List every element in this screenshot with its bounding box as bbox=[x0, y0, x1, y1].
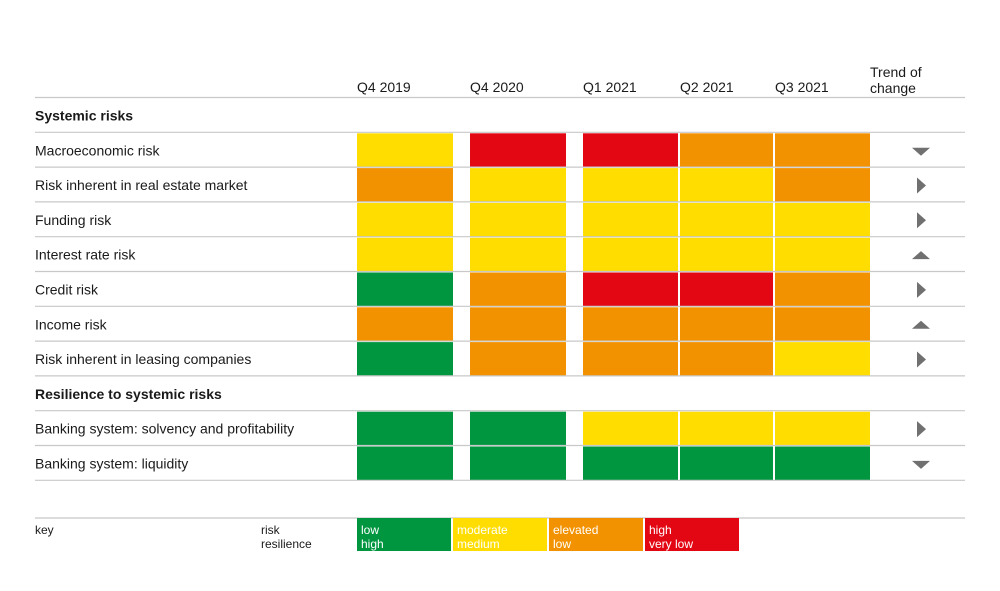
heatmap-cell bbox=[680, 307, 773, 342]
section-title: Resilience to systemic risks bbox=[35, 386, 222, 402]
heatmap-cell bbox=[357, 307, 453, 342]
key-resilience-text: very low bbox=[649, 537, 693, 551]
row-label: Credit risk bbox=[35, 282, 99, 298]
heatmap-cell bbox=[775, 237, 870, 272]
heatmap-cell bbox=[583, 202, 678, 237]
row-label: Funding risk bbox=[35, 212, 112, 228]
heatmap-cell bbox=[680, 342, 773, 377]
heatmap-cell bbox=[470, 272, 566, 307]
heatmap-cell bbox=[470, 342, 566, 377]
key-risk-text: elevated bbox=[553, 523, 598, 537]
column-header-q2-2021: Q2 2021 bbox=[680, 79, 734, 95]
heatmap-cell bbox=[357, 446, 453, 481]
heatmap-cell bbox=[470, 237, 566, 272]
trend-arrow-down-icon bbox=[912, 147, 930, 156]
key-row-label-resilience: resilience bbox=[261, 537, 312, 551]
row-label: Income risk bbox=[35, 316, 108, 332]
heatmap-cell bbox=[357, 168, 453, 203]
heatmap-cell bbox=[583, 168, 678, 203]
heatmap-cell bbox=[470, 133, 566, 168]
heatmap-cell bbox=[357, 272, 453, 307]
trend-arrow-right-icon bbox=[917, 177, 926, 194]
key-risk-text: low bbox=[361, 523, 379, 537]
row-label: Risk inherent in leasing companies bbox=[35, 351, 251, 367]
key-swatch-low bbox=[357, 518, 451, 551]
trend-arrow-right-icon bbox=[917, 421, 926, 438]
heatmap-cell bbox=[583, 342, 678, 377]
row-label: Macroeconomic risk bbox=[35, 142, 160, 158]
key-resilience-text: low bbox=[553, 537, 571, 551]
heatmap-cell bbox=[775, 446, 870, 481]
row-label: Interest rate risk bbox=[35, 247, 136, 263]
column-header-q4-2020: Q4 2020 bbox=[470, 79, 524, 95]
heatmap-cell bbox=[775, 202, 870, 237]
heatmap-cell bbox=[357, 133, 453, 168]
key-risk-text: high bbox=[649, 523, 672, 537]
key-swatch-moderate bbox=[453, 518, 547, 551]
trend-arrow-right-icon bbox=[917, 351, 926, 368]
key-risk-text: moderate bbox=[457, 523, 508, 537]
heatmap-cell bbox=[583, 446, 678, 481]
heatmap-cell bbox=[775, 272, 870, 307]
trend-arrow-right-icon bbox=[917, 212, 926, 229]
heatmap-cell bbox=[680, 411, 773, 446]
heatmap-cell bbox=[357, 342, 453, 377]
heatmap-cell bbox=[470, 446, 566, 481]
trend-arrow-up-icon bbox=[912, 320, 930, 329]
key-row-label-risk: risk bbox=[261, 523, 281, 537]
key-label: key bbox=[35, 523, 54, 537]
heatmap-cell bbox=[470, 307, 566, 342]
heatmap-cell bbox=[357, 202, 453, 237]
trend-arrow-up-icon bbox=[912, 251, 930, 260]
heatmap-cell bbox=[357, 411, 453, 446]
heatmap-cell bbox=[470, 168, 566, 203]
heatmap-cell bbox=[680, 446, 773, 481]
trend-header: Trend of change bbox=[870, 64, 922, 96]
heatmap-cell bbox=[775, 168, 870, 203]
heatmap-cell bbox=[680, 272, 773, 307]
trend-arrow-down-icon bbox=[912, 460, 930, 469]
heatmap-cell bbox=[775, 133, 870, 168]
heatmap-cell bbox=[680, 168, 773, 203]
heatmap-cell bbox=[583, 133, 678, 168]
heatmap-cell bbox=[680, 133, 773, 168]
row-label: Banking system: liquidity bbox=[35, 456, 188, 472]
heatmap-cell bbox=[775, 411, 870, 446]
heatmap-cell bbox=[775, 342, 870, 377]
key-swatch-elevated bbox=[549, 518, 643, 551]
heatmap-cell bbox=[470, 411, 566, 446]
heatmap-cell bbox=[680, 202, 773, 237]
section-title: Systemic risks bbox=[35, 108, 133, 124]
key-swatch-high bbox=[645, 518, 739, 551]
heatmap-cell bbox=[680, 237, 773, 272]
heatmap-cell bbox=[583, 411, 678, 446]
heatmap-cell bbox=[357, 237, 453, 272]
column-header-q4-2019: Q4 2019 bbox=[357, 79, 411, 95]
key-resilience-text: medium bbox=[457, 537, 500, 551]
heatmap-cell bbox=[583, 272, 678, 307]
heatmap-cell bbox=[775, 307, 870, 342]
heatmap-cell bbox=[470, 202, 566, 237]
row-label: Risk inherent in real estate market bbox=[35, 177, 248, 193]
heatmap-cell bbox=[583, 307, 678, 342]
heatmap-cell bbox=[583, 237, 678, 272]
column-header-q1-2021: Q1 2021 bbox=[583, 79, 637, 95]
key-resilience-text: high bbox=[361, 537, 384, 551]
column-header-q3-2021: Q3 2021 bbox=[775, 79, 829, 95]
row-label: Banking system: solvency and profitabili… bbox=[35, 421, 294, 437]
trend-arrow-right-icon bbox=[917, 281, 926, 298]
